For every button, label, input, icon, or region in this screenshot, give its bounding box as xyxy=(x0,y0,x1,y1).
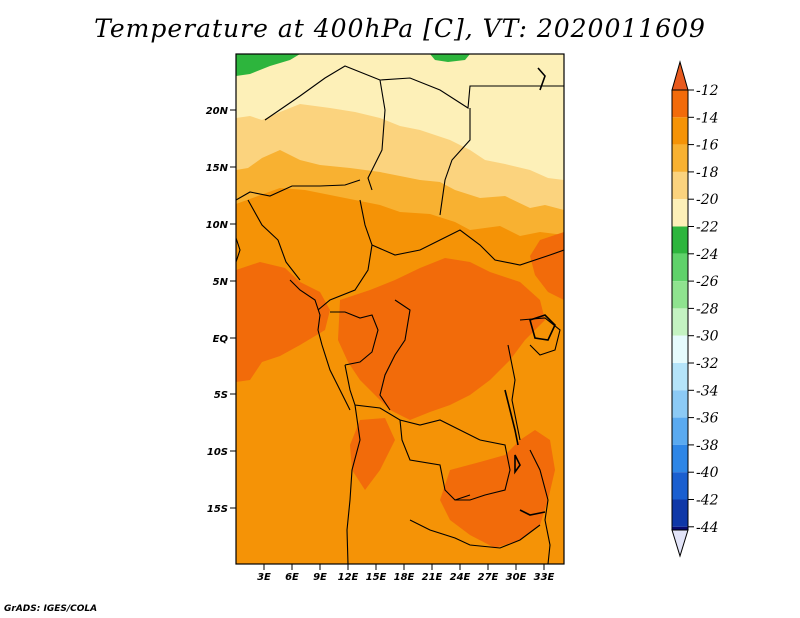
lat-label: 20N xyxy=(206,106,229,117)
lat-label: 10S xyxy=(207,447,228,458)
colorbar-label: -16 xyxy=(696,138,719,154)
lakes xyxy=(504,67,556,516)
lon-label: 3E xyxy=(257,572,271,583)
colorbar-label: -44 xyxy=(696,520,719,536)
lat-axis: 20N 15N 10N 5N EQ 5S 10S 15S xyxy=(206,106,236,515)
colorbar-label: -30 xyxy=(696,329,719,345)
colorbar-swatch xyxy=(672,144,688,172)
lon-label: 12E xyxy=(338,572,359,583)
colorbar-label: -32 xyxy=(696,356,719,372)
lon-label: 24E xyxy=(450,572,471,583)
colorbar-label: -40 xyxy=(696,465,719,481)
colorbar-bottom-triangle xyxy=(671,529,689,558)
colorbar-swatch xyxy=(672,281,688,309)
colorbar-label: -42 xyxy=(696,493,719,509)
colorbar-swatch xyxy=(672,90,688,118)
colorbar-swatch xyxy=(672,417,688,445)
lon-label: 30E xyxy=(506,572,527,583)
field-band-m12-ne xyxy=(530,232,564,300)
lat-label: 5S xyxy=(214,390,228,401)
field-band-m12-se xyxy=(440,430,555,548)
colorbar-label: -20 xyxy=(696,192,719,208)
colorbar-label: -22 xyxy=(696,220,719,236)
lon-axis: 3E 6E 9E 12E 15E 18E 21E 24E 27E 30E 33E xyxy=(257,564,555,583)
colorbar-swatch xyxy=(672,444,688,473)
lon-label: 27E xyxy=(478,572,499,583)
colorbar-label: -24 xyxy=(696,247,719,263)
colorbar-swatch xyxy=(672,472,688,500)
colorbar-swatch xyxy=(672,171,688,200)
colorbar-swatch xyxy=(672,308,688,336)
colorbar-label: -26 xyxy=(696,274,719,290)
colorbar-swatch xyxy=(672,117,688,145)
colorbar-label: -38 xyxy=(696,438,719,454)
country-borders xyxy=(236,65,564,564)
map-frame xyxy=(235,53,565,565)
colorbar-label: -28 xyxy=(696,301,719,317)
field-band-m22-west xyxy=(236,54,300,76)
colorbar: -12 -14 -16 -18 -20 -22 -24 -26 -28 -30 … xyxy=(671,60,719,558)
field-band-m12-south xyxy=(350,418,395,490)
colorbar-swatch xyxy=(672,499,688,527)
lat-label: EQ xyxy=(213,334,229,345)
colorbar-label: -12 xyxy=(696,83,719,99)
field-band-m12-central xyxy=(338,258,545,420)
temperature-field xyxy=(236,54,564,564)
lon-label: 15E xyxy=(366,572,387,583)
lon-label: 9E xyxy=(313,572,327,583)
colorbar-swatch xyxy=(672,226,688,254)
colorbar-swatch xyxy=(672,526,688,530)
colorbar-swatch xyxy=(672,335,688,363)
lon-label: 6E xyxy=(285,572,299,583)
lon-label: 33E xyxy=(534,572,555,583)
colorbar-swatch xyxy=(672,199,688,227)
field-band-m12-west xyxy=(236,262,330,382)
colorbar-label: -36 xyxy=(696,411,719,427)
lon-label: 18E xyxy=(394,572,415,583)
plot-title: Temperature at 400hPa [C], VT: 202001160… xyxy=(94,14,706,43)
colorbar-swatch xyxy=(672,390,688,418)
grads-credit: GrADS: IGES/COLA xyxy=(4,604,98,614)
lat-label: 15S xyxy=(207,504,228,515)
colorbar-label: -18 xyxy=(696,165,719,181)
lat-label: 15N xyxy=(206,163,229,174)
colorbar-swatch xyxy=(672,253,688,282)
colorbar-swatch xyxy=(672,363,688,391)
field-band-m22-east xyxy=(430,54,470,62)
colorbar-top-triangle xyxy=(671,60,689,91)
lon-label: 21E xyxy=(422,572,443,583)
lat-label: 5N xyxy=(213,277,229,288)
colorbar-label: -14 xyxy=(696,110,719,126)
lat-label: 10N xyxy=(206,220,229,231)
colorbar-label: -34 xyxy=(696,383,719,399)
